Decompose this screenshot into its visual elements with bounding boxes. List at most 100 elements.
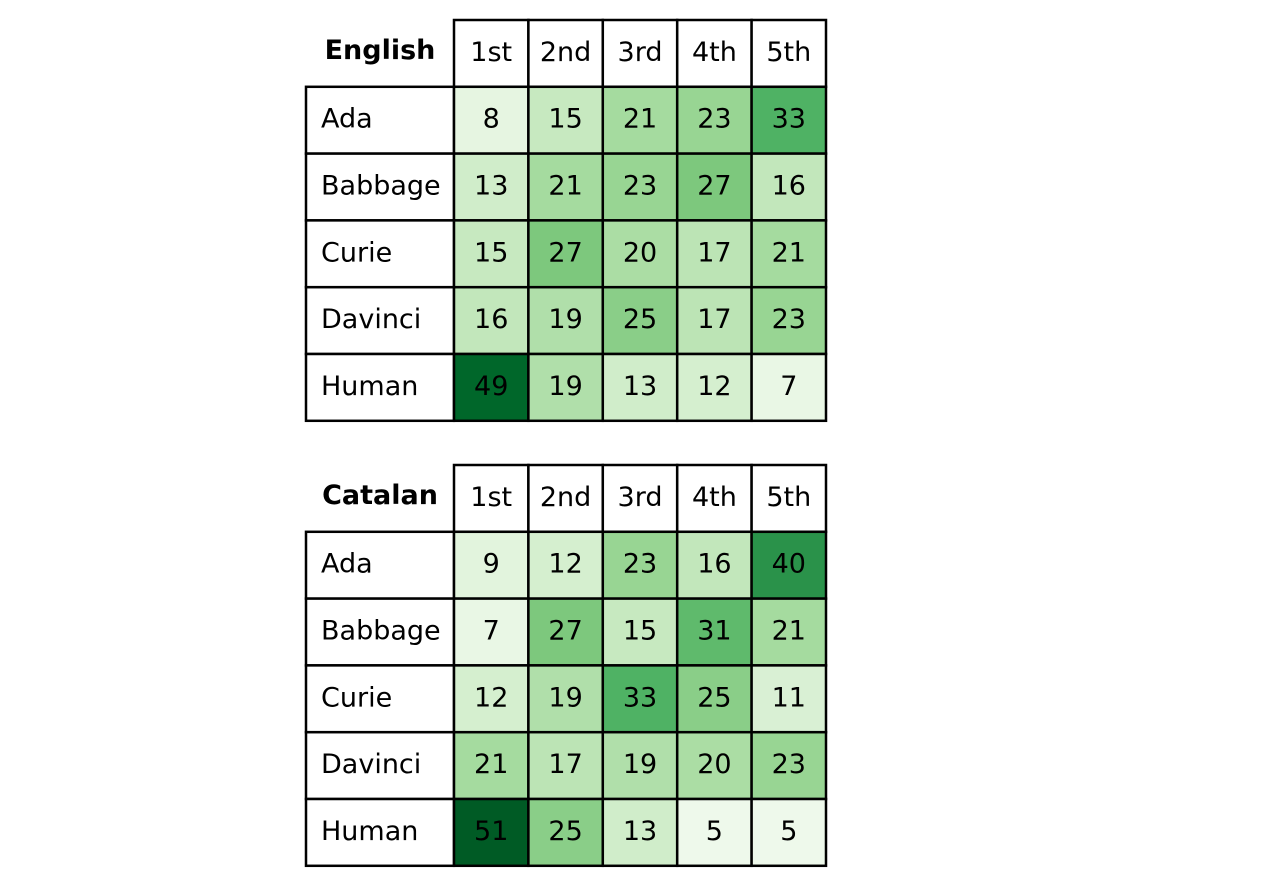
column-header-label: 5th bbox=[766, 482, 811, 513]
cell-value: 31 bbox=[697, 616, 731, 647]
heatmap-cell bbox=[601, 285, 679, 356]
column-header-label: 1st bbox=[470, 482, 512, 513]
column-header-label: 2nd bbox=[540, 37, 591, 68]
row-label: Human bbox=[321, 371, 418, 402]
row-label: Davinci bbox=[321, 304, 421, 335]
row-header-cell bbox=[304, 85, 456, 155]
column-header-cell bbox=[452, 463, 530, 534]
cell-value: 15 bbox=[548, 104, 582, 135]
row-label: Curie bbox=[321, 237, 392, 268]
cell-value: 21 bbox=[548, 171, 582, 202]
heatmap-cell bbox=[452, 597, 530, 667]
cell-value: 17 bbox=[697, 304, 731, 335]
column-header-label: 2nd bbox=[540, 482, 591, 513]
cell-value: 19 bbox=[548, 682, 582, 713]
cell-value: 13 bbox=[623, 371, 657, 402]
row-label: Babbage bbox=[321, 171, 441, 202]
cell-value: 19 bbox=[548, 304, 582, 335]
column-header-label: 3rd bbox=[618, 37, 663, 68]
cell-value: 5 bbox=[780, 816, 797, 847]
column-header-label: 1st bbox=[470, 37, 512, 68]
heatmap-cell bbox=[527, 730, 605, 801]
heatmap-cell bbox=[750, 352, 828, 423]
row-label: Davinci bbox=[321, 749, 421, 780]
cell-value: 15 bbox=[474, 237, 508, 268]
heatmap-cell bbox=[452, 530, 530, 600]
cell-value: 23 bbox=[623, 171, 657, 202]
cell-value: 21 bbox=[772, 616, 806, 647]
column-header-label: 4th bbox=[692, 37, 737, 68]
heatmap-cell bbox=[750, 152, 828, 222]
heatmap-cell bbox=[527, 85, 605, 155]
heatmap-cell bbox=[527, 597, 605, 667]
heatmap-cell bbox=[527, 152, 605, 222]
cell-value: 8 bbox=[483, 104, 500, 135]
heatmap-cell bbox=[675, 797, 753, 868]
heatmap-cell bbox=[675, 219, 753, 289]
cell-value: 33 bbox=[772, 104, 806, 135]
row-header-cell bbox=[304, 152, 456, 222]
heatmap-cell bbox=[675, 530, 753, 600]
cell-value: 13 bbox=[623, 816, 657, 847]
cell-value: 13 bbox=[474, 171, 508, 202]
row-header-cell bbox=[304, 219, 456, 289]
cell-value: 40 bbox=[772, 549, 806, 580]
cell-value: 27 bbox=[697, 171, 731, 202]
heatmap-cell bbox=[527, 664, 605, 734]
cell-value: 19 bbox=[623, 749, 657, 780]
heatmap-cell bbox=[452, 352, 530, 423]
heatmap-cell bbox=[452, 219, 530, 289]
heatmap-cell bbox=[675, 352, 753, 423]
cell-value: 20 bbox=[623, 237, 657, 268]
row-header-cell bbox=[304, 730, 456, 801]
cell-value: 20 bbox=[697, 749, 731, 780]
heatmap-cell bbox=[601, 219, 679, 289]
cell-value: 23 bbox=[772, 304, 806, 335]
row-header-cell bbox=[304, 597, 456, 667]
heatmap-cell bbox=[601, 597, 679, 667]
cell-value: 21 bbox=[772, 237, 806, 268]
heatmap-cell bbox=[527, 219, 605, 289]
heatmap-cell bbox=[675, 85, 753, 155]
english-heatmap-table: English 1st 2nd 3rd 4th 5th Ada 8 15 21 23 33 Babbag… bbox=[304, 18, 828, 423]
heatmap-cell bbox=[750, 285, 828, 356]
heatmap-cell bbox=[750, 219, 828, 289]
table-title: Catalan bbox=[322, 480, 438, 511]
row-label: Curie bbox=[321, 682, 392, 713]
cell-value: 23 bbox=[697, 104, 731, 135]
cell-value: 21 bbox=[623, 104, 657, 135]
heatmap-cell bbox=[750, 597, 828, 667]
cell-value: 19 bbox=[548, 371, 582, 402]
row-label: Ada bbox=[321, 104, 373, 135]
heatmap-cell bbox=[750, 730, 828, 801]
cell-value: 7 bbox=[483, 616, 500, 647]
cell-value: 51 bbox=[474, 816, 508, 847]
cell-value: 49 bbox=[474, 371, 508, 402]
cell-value: 5 bbox=[706, 816, 723, 847]
heatmap-cell bbox=[527, 797, 605, 868]
column-header-cell bbox=[452, 18, 530, 89]
table-title: English bbox=[325, 35, 436, 66]
heatmap-cell bbox=[601, 797, 679, 868]
heatmap-cell bbox=[675, 152, 753, 222]
column-header-label: 3rd bbox=[618, 482, 663, 513]
heatmap-cell bbox=[750, 530, 828, 600]
heatmap-cell bbox=[452, 797, 530, 868]
cell-value: 23 bbox=[623, 549, 657, 580]
column-header-cell bbox=[527, 463, 605, 534]
cell-value: 15 bbox=[623, 616, 657, 647]
cell-value: 17 bbox=[548, 749, 582, 780]
cell-value: 33 bbox=[623, 682, 657, 713]
cell-value: 12 bbox=[474, 682, 508, 713]
cell-value: 27 bbox=[548, 237, 582, 268]
heatmap-cell bbox=[601, 664, 679, 734]
heatmap-cell bbox=[452, 664, 530, 734]
cell-value: 25 bbox=[697, 682, 731, 713]
heatmap-cell bbox=[750, 85, 828, 155]
cell-value: 16 bbox=[697, 549, 731, 580]
cell-value: 17 bbox=[697, 237, 731, 268]
cell-value: 9 bbox=[483, 549, 500, 580]
row-label: Babbage bbox=[321, 616, 441, 647]
cell-value: 12 bbox=[697, 371, 731, 402]
